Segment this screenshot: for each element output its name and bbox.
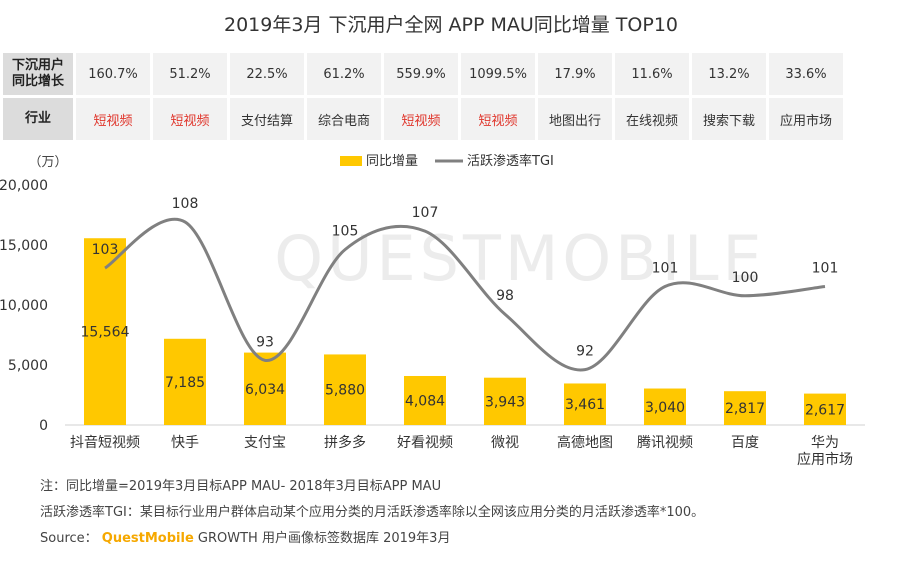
- chart-title: 2019年3月 下沉用户全网 APP MAU同比增量 TOP10: [223, 14, 678, 36]
- y-tick-label: 5,000: [8, 358, 48, 374]
- industry-cell: 综合电商: [307, 98, 381, 140]
- x-tick-label: 腾讯视频: [637, 434, 693, 451]
- tgi-value-label: 98: [496, 288, 514, 304]
- growth-row: 下沉用户 同比增长 160.7% 51.2% 22.5% 61.2% 559.9% 1099…: [3, 53, 843, 95]
- bar-value-label: 6,034: [245, 382, 285, 398]
- x-tick-label: 好看视频: [397, 435, 453, 451]
- industry-cell: 搜索下载: [692, 98, 766, 140]
- bar-2: [244, 352, 286, 425]
- growth-cell: 33.6%: [769, 53, 843, 95]
- bar-9: [804, 393, 846, 425]
- source-rest: GROWTH 用户画像标签数据库 2019年3月: [197, 531, 451, 546]
- industry-row: 行业 短视频 短视频 支付结算 综合电商 短视频 短视频 地图出行 在线视频 搜索下载 应用市场: [3, 98, 843, 140]
- bar-6: [564, 383, 606, 425]
- industry-cell: 短视频: [384, 98, 458, 140]
- bar-5: [484, 377, 526, 425]
- x-tick-label: 华为: [811, 435, 839, 451]
- industry-cell: 在线视频: [615, 98, 689, 140]
- growth-cell: 1099.5%: [461, 53, 535, 95]
- bar-8: [724, 391, 766, 425]
- bar-value-label: 7,185: [165, 375, 205, 391]
- bar-line-chart: QUESTMOBILE（万）05,00010,00015,00020,00015…: [0, 153, 865, 468]
- growth-cell: 160.7%: [76, 53, 150, 95]
- tgi-value-label: 107: [412, 205, 439, 221]
- growth-cell: 559.9%: [384, 53, 458, 95]
- note-line-1: 注：同比增量=2019年3月目标APP MAU- 2018年3月目标APP MA…: [40, 479, 442, 494]
- y-tick-label: 15,000: [0, 238, 48, 254]
- tgi-value-label: 108: [172, 196, 199, 212]
- bar-value-label: 2,817: [725, 401, 765, 417]
- tgi-value-label: 103: [92, 242, 119, 258]
- bar-value-label: 2,617: [805, 402, 845, 418]
- industry-cell: 地图出行: [538, 98, 612, 140]
- y-unit-label: （万）: [28, 155, 67, 170]
- bar-7: [644, 388, 686, 425]
- growth-cell: 22.5%: [230, 53, 304, 95]
- source-line: Source： QuestMobile GROWTH 用户画像标签数据库 201…: [40, 526, 704, 552]
- industry-cell: 应用市场: [769, 98, 843, 140]
- growth-cell: 13.2%: [692, 53, 766, 95]
- bar-value-label: 5,880: [325, 383, 365, 399]
- tgi-value-label: 105: [332, 224, 359, 240]
- industry-cell: 支付结算: [230, 98, 304, 140]
- growth-cell: 51.2%: [153, 53, 227, 95]
- bar-value-label: 3,040: [645, 400, 685, 416]
- bar-0: [84, 238, 126, 425]
- growth-header: 下沉用户 同比增长: [3, 53, 73, 95]
- tgi-value-label: 100: [732, 270, 759, 286]
- tgi-value-label: 93: [256, 334, 274, 350]
- industry-cell: 短视频: [76, 98, 150, 140]
- y-tick-label: 0: [39, 418, 48, 434]
- legend-bar-swatch: [340, 156, 362, 166]
- growth-cell: 61.2%: [307, 53, 381, 95]
- x-tick-label: 高德地图: [557, 434, 613, 451]
- bar-value-label: 4,084: [405, 393, 445, 409]
- notes: 注：同比增量=2019年3月目标APP MAU- 2018年3月目标APP MA…: [40, 474, 704, 552]
- industry-cell: 短视频: [461, 98, 535, 140]
- tgi-line: [104, 217, 826, 372]
- x-tick-label: 支付宝: [244, 435, 286, 451]
- bar-3: [324, 354, 366, 425]
- bar-value-label: 15,564: [81, 325, 130, 341]
- info-table: 下沉用户 同比增长 160.7% 51.2% 22.5% 61.2% 559.9% 1099…: [0, 50, 846, 143]
- growth-cell: 17.9%: [538, 53, 612, 95]
- bar-value-label: 3,943: [485, 394, 525, 410]
- x-tick-label: 百度: [731, 435, 759, 451]
- source-prefix: Source：: [40, 531, 98, 546]
- note-line-2: 活跃渗透率TGI：某目标行业用户群体启动某个应用分类的月活跃渗透率除以全网该应用…: [40, 505, 705, 520]
- bar-4: [404, 375, 446, 425]
- tgi-value-label: 92: [576, 344, 594, 360]
- source-brand: QuestMobile: [101, 531, 194, 546]
- x-tick-label: 应用市场: [797, 451, 853, 468]
- tgi-value-label: 101: [652, 261, 679, 277]
- bar-value-label: 3,461: [565, 397, 605, 413]
- legend-bar-label: 同比增量: [366, 154, 418, 169]
- x-tick-label: 拼多多: [324, 434, 366, 451]
- legend-line-label: 活跃渗透率TGI: [467, 153, 554, 169]
- tgi-value-label: 101: [812, 261, 839, 277]
- x-tick-label: 抖音短视频: [70, 434, 140, 451]
- x-tick-label: 快手: [171, 435, 199, 451]
- industry-cell: 短视频: [153, 98, 227, 140]
- x-tick-label: 微视: [491, 435, 519, 451]
- growth-cell: 11.6%: [615, 53, 689, 95]
- bar-1: [164, 338, 206, 425]
- y-tick-label: 20,000: [0, 178, 48, 194]
- industry-header: 行业: [3, 98, 73, 140]
- y-tick-label: 10,000: [0, 298, 48, 314]
